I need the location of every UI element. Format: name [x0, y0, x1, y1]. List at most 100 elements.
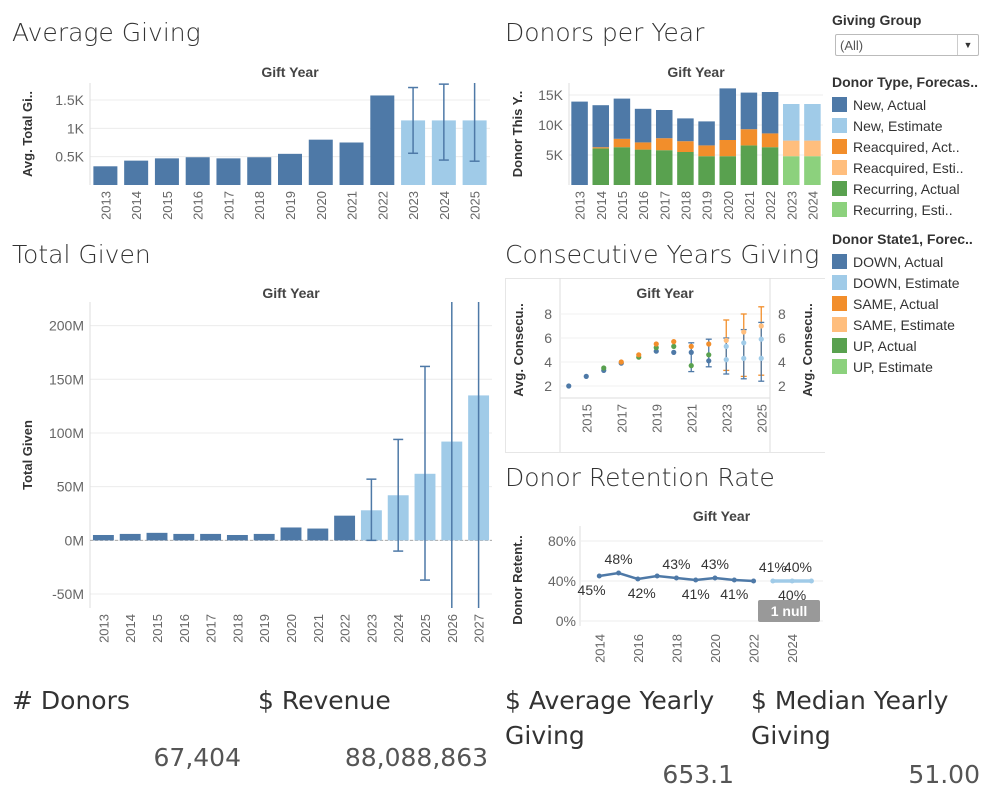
x-tick-label: 2015 — [150, 614, 165, 643]
legend-item[interactable]: Reacquired, Act.. — [832, 136, 989, 157]
line-point — [808, 578, 814, 584]
legend-item[interactable]: DOWN, Actual — [832, 251, 989, 272]
consecutive-years-chart[interactable]: Gift Year 2 2 4 4 6 6 8 8 Avg. Consecu.. Avg. Cons… — [505, 278, 825, 453]
y-tick-label: 5K — [546, 147, 564, 163]
x-tick-label: 2014 — [592, 634, 607, 663]
legend-swatch — [832, 139, 847, 154]
total-given-title: Total Given — [12, 240, 151, 269]
donors-per-year-chart[interactable]: Gift Year 5K 10K 15K Donor This Y.. 2013 2014 2… — [505, 55, 825, 230]
legend-item[interactable]: DOWN, Estimate — [832, 272, 989, 293]
data-point — [601, 365, 607, 371]
average-yearly-giving-value: 653.1 — [662, 760, 734, 789]
avg-giving-chart[interactable]: Gift Year 0.5K 1K 1.5K Avg. Total Gi.. 2013 20… — [0, 55, 495, 230]
x-tick-label: 2018 — [252, 191, 267, 220]
data-point — [741, 329, 747, 335]
chart-header: Gift Year — [667, 64, 725, 80]
data-point — [653, 341, 659, 347]
legend-item[interactable]: New, Actual — [832, 94, 989, 115]
bar — [92, 534, 114, 541]
x-tick-label: 2026 — [445, 614, 460, 643]
data-point — [758, 323, 764, 329]
bar-segment-new — [655, 110, 673, 139]
data-label: 40% — [778, 587, 806, 603]
legend-item[interactable]: Recurring, Actual — [832, 178, 989, 199]
legend-swatch — [832, 338, 847, 353]
data-point — [671, 343, 677, 349]
data-label: 43% — [662, 556, 690, 572]
line-point — [616, 570, 622, 576]
bar — [124, 160, 149, 185]
legend-item[interactable]: SAME, Estimate — [832, 314, 989, 335]
bar — [185, 157, 210, 185]
bar — [307, 528, 329, 541]
y-tick-label: 4 — [544, 354, 552, 370]
x-tick-label: 2021 — [311, 614, 326, 643]
legend-item[interactable]: UP, Estimate — [832, 356, 989, 377]
data-point — [636, 352, 642, 358]
x-tick-label: 2023 — [719, 404, 734, 433]
y-tick-label: 0M — [65, 532, 84, 548]
y-tick-label: 1.5K — [55, 92, 84, 108]
x-tick-label: 2021 — [742, 191, 757, 220]
bar-segment-new — [761, 92, 779, 134]
x-tick-label: 2016 — [191, 191, 206, 220]
data-point — [688, 349, 694, 355]
y-tick-label: 100M — [49, 425, 84, 441]
bar — [247, 157, 272, 185]
x-tick-label: 2015 — [160, 191, 175, 220]
line-point — [673, 575, 679, 581]
legend-swatch — [832, 97, 847, 112]
retention-chart[interactable]: Gift Year 0% 40% 80% Donor Retent.. 2014 2016 2… — [505, 500, 825, 680]
x-tick-label: 2019 — [283, 191, 298, 220]
giving-group-dropdown[interactable]: (All) ▼ — [835, 34, 979, 56]
bar — [280, 527, 302, 541]
x-tick-label: 2022 — [763, 191, 778, 220]
data-label: 45% — [578, 582, 606, 598]
legend-item[interactable]: Recurring, Esti.. — [832, 199, 989, 220]
bar-segment-new — [782, 104, 800, 141]
line-point — [596, 573, 602, 579]
x-tick-label: 2020 — [721, 191, 736, 220]
y-tick-label: 200M — [49, 318, 84, 334]
line-point — [712, 575, 718, 581]
y-tick-label: 50M — [57, 479, 84, 495]
legend-item[interactable]: Reacquired, Esti.. — [832, 157, 989, 178]
data-label: 41% — [720, 586, 748, 602]
data-point — [758, 355, 764, 361]
median-yearly-giving-value: 51.00 — [908, 760, 980, 789]
x-tick-label: 2021 — [684, 404, 699, 433]
bar — [278, 153, 302, 185]
data-point — [688, 363, 694, 369]
bar-segment-recurring — [804, 156, 821, 185]
data-point — [706, 352, 712, 358]
y-tick-label: 80% — [548, 533, 576, 549]
retention-title: Donor Retention Rate — [505, 463, 775, 492]
bar-segment-new — [571, 101, 588, 185]
bar-segment-recurring — [592, 148, 610, 185]
y-tick-label: -50M — [52, 586, 84, 602]
legend-item[interactable]: SAME, Actual — [832, 293, 989, 314]
bar-segment-recurring — [719, 156, 737, 185]
bar-segment-recurring — [613, 147, 631, 185]
line-point — [731, 577, 737, 583]
data-point — [618, 359, 624, 365]
avg-giving-title: Average Giving — [12, 18, 201, 47]
giving-group-label: Giving Group — [832, 12, 922, 28]
bar — [146, 532, 168, 541]
legend-item[interactable]: UP, Actual — [832, 335, 989, 356]
legend-item[interactable]: New, Estimate — [832, 115, 989, 136]
chevron-down-icon[interactable]: ▼ — [957, 35, 978, 55]
total-given-chart[interactable]: Gift Year -50M 0M 50M 100M 150M 200M Total Give… — [0, 278, 495, 658]
y-tick-label: 1K — [67, 120, 85, 136]
legend-swatch — [832, 317, 847, 332]
bar-segment-new — [613, 98, 631, 139]
donor-state-legend: Donor State1, Forec.. DOWN, Actual DOWN,… — [832, 231, 989, 377]
data-label: 42% — [628, 585, 656, 601]
x-tick-label: 2024 — [785, 634, 800, 663]
bar — [154, 158, 179, 185]
bar — [93, 166, 118, 185]
x-tick-label: 2013 — [98, 191, 113, 220]
y-tick-label: 15K — [538, 87, 564, 103]
bar-segment-new — [592, 105, 610, 148]
x-tick-label: 2024 — [391, 614, 406, 643]
